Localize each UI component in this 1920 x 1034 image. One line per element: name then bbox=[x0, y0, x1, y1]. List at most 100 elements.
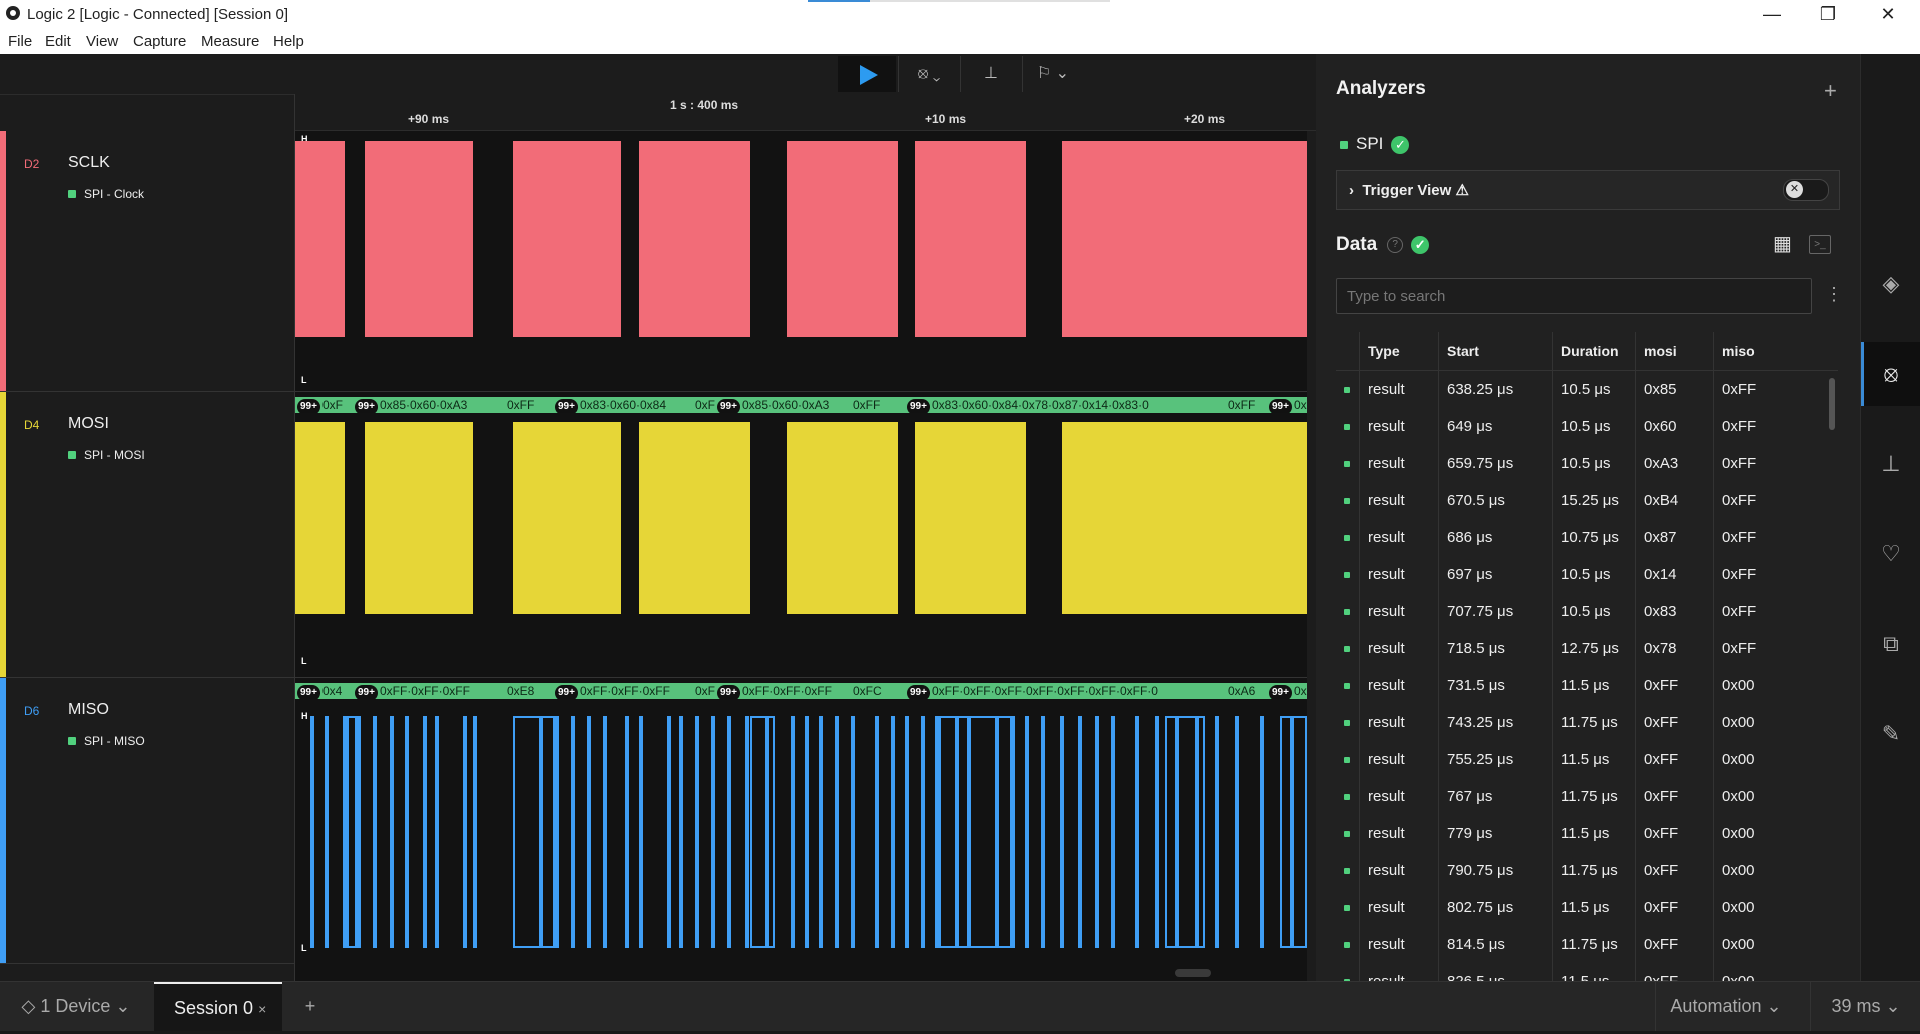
device-selector[interactable]: ◇ 1 Device ⌄ bbox=[0, 982, 152, 1031]
more-options-icon[interactable]: ⋮ bbox=[1825, 284, 1843, 304]
close-button[interactable]: ✕ bbox=[1880, 4, 1896, 24]
decoded-byte-segment[interactable]: 99+ 0xFF·0xFF·0xFF bbox=[353, 683, 508, 699]
menu-file[interactable]: File bbox=[8, 33, 33, 50]
session-close-icon[interactable]: × bbox=[258, 1001, 267, 1017]
miso-annotation-bar[interactable]: 99+0x000x499+0xFF·0xFF·0xFF0xE899+0xFF·0… bbox=[295, 682, 1307, 700]
extensions-icon[interactable]: ⧉ bbox=[1883, 631, 1899, 656]
table-row[interactable]: result 686 μs 10.75 μs 0x87 0xFF bbox=[1336, 519, 1838, 556]
cell-type: result bbox=[1359, 556, 1439, 593]
decoded-byte-segment[interactable]: 99+0x00 bbox=[295, 683, 324, 699]
table-row[interactable]: result 638.25 μs 10.5 μs 0x85 0xFF bbox=[1336, 370, 1838, 408]
decoded-byte-segment[interactable]: 99+0xFF·0 bbox=[1267, 683, 1307, 699]
notes-icon[interactable]: ✎ bbox=[1881, 721, 1901, 746]
decoded-byte-segment[interactable]: 0xF bbox=[323, 397, 354, 413]
restore-button[interactable]: ❐ bbox=[1819, 4, 1837, 24]
row-color-dot bbox=[1336, 926, 1360, 963]
decoded-byte-segment[interactable]: 99+0xFF bbox=[295, 397, 324, 413]
cell-duration: 11.75 μs bbox=[1552, 852, 1636, 889]
terminal-view-icon[interactable]: >_ bbox=[1809, 235, 1831, 254]
timeline-ruler[interactable]: +90 ms 1 s : 400 ms +10 ms +20 ms bbox=[295, 94, 1316, 131]
waveform-horizontal-scrollbar[interactable] bbox=[1175, 969, 1211, 977]
table-row[interactable]: result 755.25 μs 11.5 μs 0xFF 0x00 bbox=[1336, 741, 1838, 778]
cell-type: result bbox=[1359, 630, 1439, 667]
cell-duration: 11.75 μs bbox=[1552, 926, 1636, 963]
decoded-byte-segment[interactable]: 0xFF bbox=[1228, 397, 1268, 413]
timing-markers-icon[interactable]: ⊥ bbox=[1881, 451, 1901, 476]
cell-miso: 0x00 bbox=[1722, 899, 1755, 916]
decoded-byte-segment[interactable]: 99+ 0x85·0x60·0xA3 bbox=[715, 397, 854, 413]
menu-measure[interactable]: Measure bbox=[201, 33, 260, 50]
channel-d4[interactable]: D4 MOSI SPI - MOSI bbox=[0, 392, 294, 678]
decoded-byte-segment[interactable]: 0xE8 bbox=[507, 683, 554, 699]
menu-view[interactable]: View bbox=[86, 33, 119, 50]
decoded-byte-segment[interactable]: 0xFF bbox=[507, 397, 554, 413]
decoded-byte-segment[interactable]: 99+ 0xFF·0xFF·0xFF bbox=[715, 683, 854, 699]
col-miso[interactable]: miso bbox=[1713, 332, 1838, 371]
table-view-icon[interactable]: ▦ bbox=[1773, 233, 1792, 255]
trigger-view-section[interactable]: › Trigger View ⚠ bbox=[1336, 170, 1840, 210]
add-analyzer-button[interactable]: + bbox=[1824, 78, 1837, 103]
trigger-dropdown-button[interactable]: ⦻ ⌄ bbox=[898, 56, 959, 92]
spi-analyzer-item[interactable]: SPI ✓ bbox=[1340, 134, 1410, 154]
cell-start: 638.25 μs bbox=[1438, 370, 1553, 408]
row-color-dot bbox=[1336, 778, 1360, 815]
menu-edit[interactable]: Edit bbox=[45, 33, 71, 50]
decoded-byte-segment[interactable]: 99+ 0x83·0x60·0x84 bbox=[553, 397, 696, 413]
decoded-byte-segment[interactable]: 0xF bbox=[695, 397, 716, 413]
decoded-byte-segment[interactable]: 99+ 0x83·0x60·0x84·0x78·0x87·0x14·0x83·0 bbox=[905, 397, 1229, 413]
col-type[interactable]: Type bbox=[1359, 332, 1439, 371]
table-row[interactable]: result 659.75 μs 10.5 μs 0xA3 0xFF bbox=[1336, 445, 1838, 482]
annotation-dropdown-button[interactable]: ⚐ ⌄ bbox=[1022, 56, 1083, 92]
decoded-byte-segment[interactable]: 0xFC bbox=[853, 683, 906, 699]
table-row[interactable]: result 814.5 μs 11.75 μs 0xFF 0x00 bbox=[1336, 926, 1838, 963]
table-row[interactable]: result 670.5 μs 15.25 μs 0xB4 0xFF bbox=[1336, 482, 1838, 519]
decoded-byte-segment[interactable]: 0xF bbox=[695, 683, 716, 699]
decoded-byte-segment[interactable]: 99+ 0x85·0x60·0xA3 bbox=[353, 397, 508, 413]
waveform-vertical-scrollbar[interactable] bbox=[1307, 131, 1316, 981]
decoded-byte-text: 0xFF·0xFF·0xFF·0xFF·0xFF·0xFF·0xFF·0 bbox=[931, 684, 1158, 698]
session-tab[interactable]: Session 0 × bbox=[154, 982, 282, 1031]
analyzers-icon[interactable]: ⦻ bbox=[1883, 361, 1899, 386]
minimize-button[interactable]: — bbox=[1763, 4, 1781, 24]
decoded-byte-segment[interactable]: 0xFF bbox=[853, 397, 906, 413]
data-search-input[interactable] bbox=[1336, 278, 1812, 314]
channel-d2[interactable]: D2 SCLK SPI - Clock bbox=[0, 131, 294, 392]
analyzers-heading: Analyzers bbox=[1336, 78, 1426, 99]
decoded-byte-segment[interactable]: 99+ 0xFF·0xFF·0xFF bbox=[553, 683, 696, 699]
table-scrollbar[interactable] bbox=[1829, 378, 1835, 430]
trigger-view-toggle[interactable] bbox=[1783, 179, 1829, 201]
table-row[interactable]: result 802.75 μs 11.5 μs 0xFF 0x00 bbox=[1336, 889, 1838, 926]
col-mosi[interactable]: mosi bbox=[1635, 332, 1714, 371]
help-icon[interactable]: ? bbox=[1387, 236, 1404, 253]
decoded-byte-segment[interactable]: 99+0x83·0 bbox=[1267, 397, 1307, 413]
table-row[interactable]: result 731.5 μs 11.5 μs 0xFF 0x00 bbox=[1336, 667, 1838, 704]
waveform-area[interactable]: H L 99+0xFF0xF99+0x85·0x60·0xA30xFF99+0x… bbox=[295, 131, 1307, 981]
table-row[interactable]: result 743.25 μs 11.75 μs 0xFF 0x00 bbox=[1336, 704, 1838, 741]
table-row[interactable]: result 697 μs 10.5 μs 0x14 0xFF bbox=[1336, 556, 1838, 593]
decoded-byte-segment[interactable]: 0x4 bbox=[323, 683, 354, 699]
channel-analyzer-label: SPI - Clock bbox=[68, 187, 144, 201]
menu-capture[interactable]: Capture bbox=[133, 33, 187, 50]
add-session-button[interactable]: + bbox=[304, 996, 316, 1016]
table-row[interactable]: result 707.75 μs 10.5 μs 0x83 0xFF bbox=[1336, 593, 1838, 630]
start-capture-button[interactable] bbox=[838, 56, 896, 92]
col-duration[interactable]: Duration bbox=[1552, 332, 1636, 371]
measurement-icon[interactable]: ♡ bbox=[1881, 541, 1901, 566]
table-row[interactable]: result 649 μs 10.5 μs 0x60 0xFF bbox=[1336, 408, 1838, 445]
decoded-byte-segment[interactable]: 0xA6 bbox=[1228, 683, 1268, 699]
table-row[interactable]: result 767 μs 11.75 μs 0xFF 0x00 bbox=[1336, 778, 1838, 815]
decoded-byte-segment[interactable]: 99+ 0xFF·0xFF·0xFF·0xFF·0xFF·0xFF·0xFF·0 bbox=[905, 683, 1229, 699]
table-row[interactable]: result 718.5 μs 12.75 μs 0x78 0xFF bbox=[1336, 630, 1838, 667]
signal-pulse bbox=[967, 716, 971, 948]
channel-d6[interactable]: D6 MISO SPI - MISO bbox=[0, 678, 294, 964]
layers-icon[interactable]: ◈ bbox=[1882, 271, 1900, 296]
menu-help[interactable]: Help bbox=[273, 33, 304, 50]
timer-display[interactable]: 39 ms ⌄ bbox=[1810, 982, 1920, 1031]
mosi-annotation-bar[interactable]: 99+0xFF0xF99+0x85·0x60·0xA30xFF99+0x83·0… bbox=[295, 396, 1307, 414]
signal-pulse bbox=[921, 716, 925, 948]
col-start[interactable]: Start bbox=[1438, 332, 1553, 371]
timing-marker-button[interactable]: ⊥ bbox=[960, 56, 1021, 92]
table-row[interactable]: result 779 μs 11.5 μs 0xFF 0x00 bbox=[1336, 815, 1838, 852]
automation-dropdown[interactable]: Automation ⌄ bbox=[1655, 982, 1796, 1031]
table-row[interactable]: result 790.75 μs 11.75 μs 0xFF 0x00 bbox=[1336, 852, 1838, 889]
